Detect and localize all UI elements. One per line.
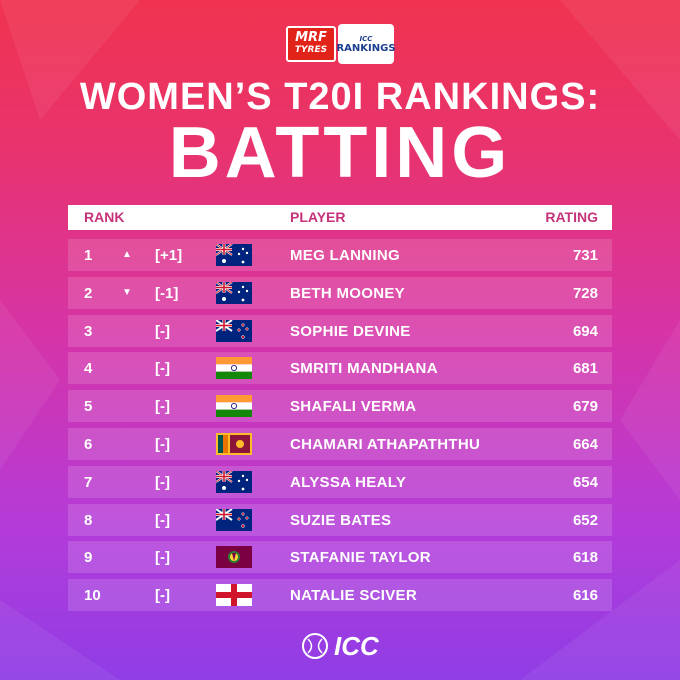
rank-number: 2 bbox=[84, 284, 93, 302]
mrf-tyres-logo: MRF TYRES bbox=[286, 26, 336, 62]
player-rating: 664 bbox=[572, 436, 598, 453]
rank-number: 6 bbox=[84, 436, 93, 453]
table-row: 5 [-] SHAFALI VERMA 679 bbox=[68, 390, 612, 423]
player-rating: 616 bbox=[572, 587, 598, 605]
west-indies-flag-icon bbox=[216, 546, 252, 569]
rank-down-icon: ▼ bbox=[122, 286, 132, 298]
player-rating: 654 bbox=[572, 473, 598, 491]
mrf-text: MRF bbox=[295, 30, 327, 45]
icc-rankings-badge: ICC RANKINGS bbox=[336, 24, 396, 64]
header-player: PLAYER bbox=[290, 209, 346, 225]
page-title: WOMEN’S T20I RANKINGS: bbox=[79, 76, 601, 118]
rank-movement: [-] bbox=[155, 549, 170, 567]
table-row: 10 [-] NATALIE SCIVER 616 bbox=[68, 579, 612, 612]
player-name: SUZIE BATES bbox=[290, 511, 392, 529]
england-flag-icon bbox=[216, 584, 252, 607]
table-header: RANK PLAYER RATING bbox=[68, 205, 612, 230]
page-subtitle: BATTING bbox=[168, 113, 512, 193]
table-row: 2 ▼ [-1] BETH MOONEY 728 bbox=[68, 276, 612, 309]
player-name: SMRITI MANDHANA bbox=[290, 360, 438, 378]
rank-up-icon: ▲ bbox=[122, 249, 132, 260]
rank-number: 10 bbox=[84, 587, 101, 605]
rank-movement: [-] bbox=[155, 398, 170, 416]
rank-movement: [-] bbox=[155, 473, 170, 491]
rank-movement: [+1] bbox=[155, 247, 183, 264]
player-name: SOPHIE DEVINE bbox=[290, 322, 411, 340]
table-row: 4 [-] SMRITI MANDHANA 681 bbox=[68, 352, 612, 385]
header-rank: RANK bbox=[84, 209, 125, 225]
header-rating: RATING bbox=[545, 209, 598, 225]
tyres-text: TYRES bbox=[294, 45, 328, 55]
new-zealand-flag-icon bbox=[215, 507, 252, 531]
rank-number: 4 bbox=[84, 360, 93, 378]
player-name: NATALIE SCIVER bbox=[290, 587, 417, 605]
table-row: 7 [-] ALYSSA HEALY 654 bbox=[68, 465, 612, 498]
player-rating: 679 bbox=[572, 398, 598, 416]
rank-number: 1 bbox=[84, 247, 93, 264]
rank-movement: [-] bbox=[155, 322, 170, 340]
player-rating: 681 bbox=[572, 360, 598, 378]
rank-movement: [-] bbox=[155, 436, 170, 453]
rank-number: 3 bbox=[84, 322, 93, 340]
india-flag-icon bbox=[216, 357, 252, 380]
sri-lanka-flag-icon bbox=[216, 433, 252, 455]
table-row: 6 [-] CHAMARI ATHAPATHTHU 664 bbox=[68, 428, 612, 460]
player-name: STAFANIE TAYLOR bbox=[290, 549, 431, 567]
australia-flag-icon bbox=[215, 280, 252, 304]
player-name: SHAFALI VERMA bbox=[290, 398, 417, 416]
rank-movement: [-] bbox=[155, 587, 170, 605]
rank-movement: [-] bbox=[155, 511, 170, 529]
table-row: 9 [-] STAFANIE TAYLOR 618 bbox=[68, 541, 612, 574]
icc-footer-text: ICC bbox=[334, 630, 379, 661]
icc-footer-logo: ICC bbox=[300, 628, 380, 664]
table-row: 3 [-] SOPHIE DEVINE 694 bbox=[68, 314, 612, 347]
rank-movement: [-] bbox=[155, 360, 170, 378]
table-row: 8 [-] SUZIE BATES 652 bbox=[68, 503, 612, 536]
player-name: MEG LANNING bbox=[290, 247, 400, 264]
australia-flag-icon bbox=[215, 243, 252, 266]
player-name: ALYSSA HEALY bbox=[290, 473, 407, 491]
australia-flag-icon bbox=[215, 469, 252, 493]
player-rating: 618 bbox=[572, 549, 598, 567]
player-rating: 652 bbox=[572, 511, 598, 529]
icc-badge-small-text: ICC bbox=[359, 34, 373, 43]
table-row: 1 ▲ [+1] MEG LANNING 731 bbox=[68, 239, 612, 271]
sponsor-logo: MRF TYRES ICC RANKINGS bbox=[286, 22, 396, 66]
rank-number: 7 bbox=[84, 473, 93, 491]
player-rating: 731 bbox=[572, 247, 598, 264]
player-rating: 728 bbox=[572, 284, 598, 302]
rank-number: 9 bbox=[84, 549, 93, 567]
rank-movement: [-1] bbox=[155, 284, 179, 302]
rank-number: 8 bbox=[84, 511, 93, 529]
icc-badge-rankings-text: RANKINGS bbox=[336, 42, 396, 54]
rank-number: 5 bbox=[84, 398, 93, 416]
new-zealand-flag-icon bbox=[215, 318, 252, 342]
player-name: CHAMARI ATHAPATHTHU bbox=[290, 436, 481, 453]
player-rating: 694 bbox=[572, 322, 598, 340]
india-flag-icon bbox=[216, 395, 252, 418]
player-name: BETH MOONEY bbox=[290, 284, 405, 302]
icc-ball-icon bbox=[302, 633, 328, 659]
